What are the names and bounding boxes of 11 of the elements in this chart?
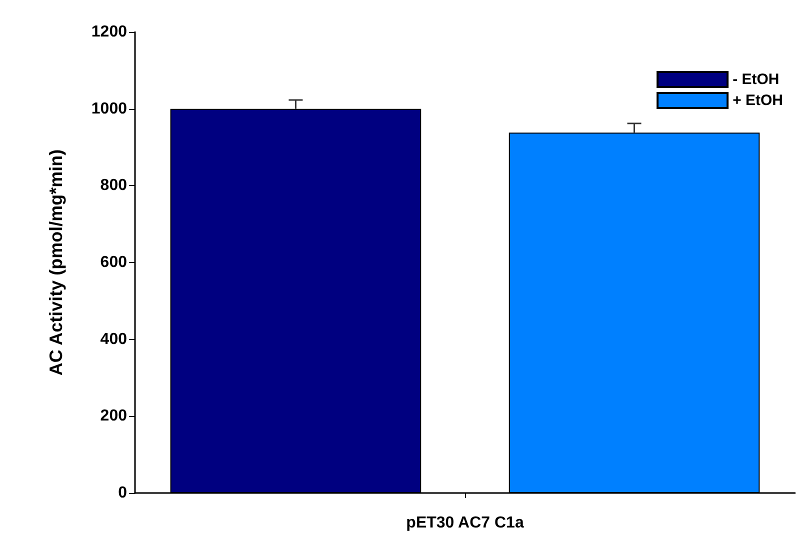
- legend-label: + EtOH: [732, 92, 784, 109]
- y-tick-label: 0: [118, 484, 128, 502]
- y-tick-label: 400: [100, 330, 128, 348]
- y-axis-title: AC Activity (pmol/mg*min): [46, 149, 66, 376]
- legend-label: - EtOH: [732, 71, 780, 88]
- y-tick-label: 1000: [91, 100, 128, 118]
- y-tick-label: 600: [100, 254, 128, 271]
- y-tick-label: 200: [100, 408, 128, 425]
- y-tick-label: 1200: [91, 24, 128, 40]
- y-tick-label: 800: [100, 177, 128, 194]
- x-tick-label: pET30 AC7 C1a: [406, 514, 524, 532]
